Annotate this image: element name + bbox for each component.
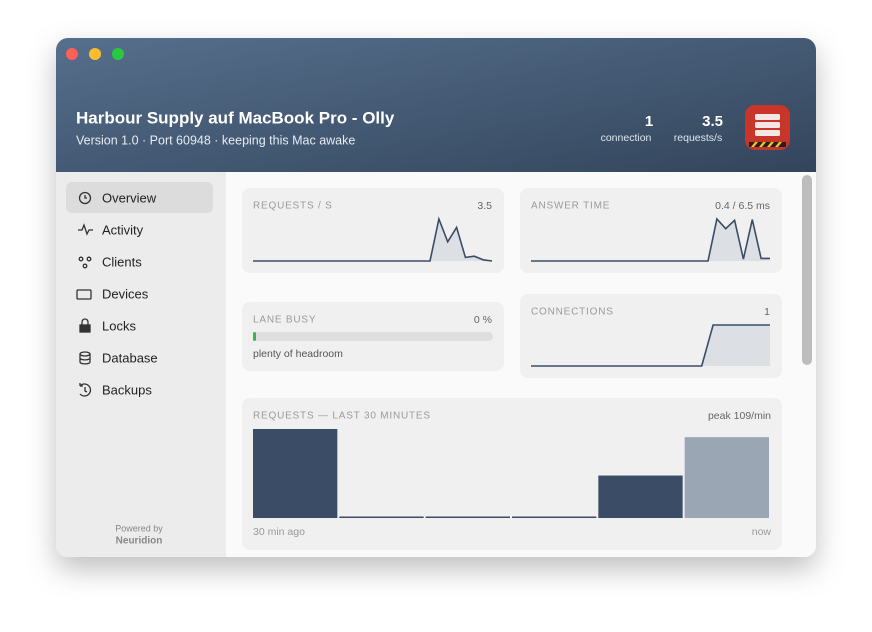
card-value: 3.5 [477, 200, 492, 212]
stat-label: connection [601, 132, 652, 144]
scrollbar[interactable] [802, 175, 812, 365]
card-label: LANE BUSY [253, 315, 316, 326]
bar [512, 516, 597, 518]
axis-label: now [752, 526, 772, 538]
nav-icons [76, 191, 93, 397]
card-label: CONNECTIONS [531, 307, 614, 318]
bar [598, 475, 683, 518]
sidebar-footer: Powered by [115, 523, 163, 533]
axis-label: 30 min ago [253, 526, 305, 538]
window-title: Harbour Supply auf MacBook Pro - Olly [76, 108, 395, 127]
nav-item[interactable]: Clients [102, 254, 142, 269]
stat-value: 1 [645, 113, 653, 130]
nav-item[interactable]: Backups [102, 382, 152, 397]
bar [425, 516, 510, 518]
zoom-button[interactable] [112, 48, 124, 60]
sparkline [531, 324, 770, 367]
card-note: plenty of headroom [253, 348, 343, 360]
card-value: 0 % [474, 314, 492, 326]
progress-track [253, 332, 493, 341]
sparkline [531, 217, 770, 262]
card-label: REQUESTS — LAST 30 MINUTES [253, 411, 431, 422]
window-subtitle: Version 1.0 · Port 60948 · keeping this … [76, 133, 355, 147]
card-value: peak 109/min [708, 410, 771, 422]
bar [339, 516, 424, 518]
app-icon [745, 105, 790, 150]
nav-selection [66, 182, 213, 213]
card-label: ANSWER TIME [531, 201, 610, 212]
nav-item[interactable]: Database [102, 350, 158, 365]
close-button[interactable] [66, 48, 78, 60]
card-label: REQUESTS / S [253, 201, 333, 212]
minimize-button[interactable] [89, 48, 101, 60]
card-value: 0.4 / 6.5 ms [715, 200, 770, 212]
progress-fill [253, 332, 256, 341]
nav-item[interactable]: Devices [102, 286, 149, 301]
stat-label: requests/s [674, 132, 722, 144]
nav-item[interactable]: Activity [102, 222, 144, 237]
nav-item[interactable]: Locks [102, 318, 136, 333]
window: Harbour Supply auf MacBook Pro - Olly Ve… [56, 38, 816, 557]
sparkline [253, 216, 493, 262]
nav-item[interactable]: Overview [102, 190, 157, 205]
card-value: 1 [764, 306, 770, 318]
bar [684, 437, 769, 518]
sidebar-footer: Neuridion [116, 536, 163, 547]
header [56, 38, 816, 172]
bar [253, 429, 338, 518]
stat-value: 3.5 [702, 113, 723, 130]
